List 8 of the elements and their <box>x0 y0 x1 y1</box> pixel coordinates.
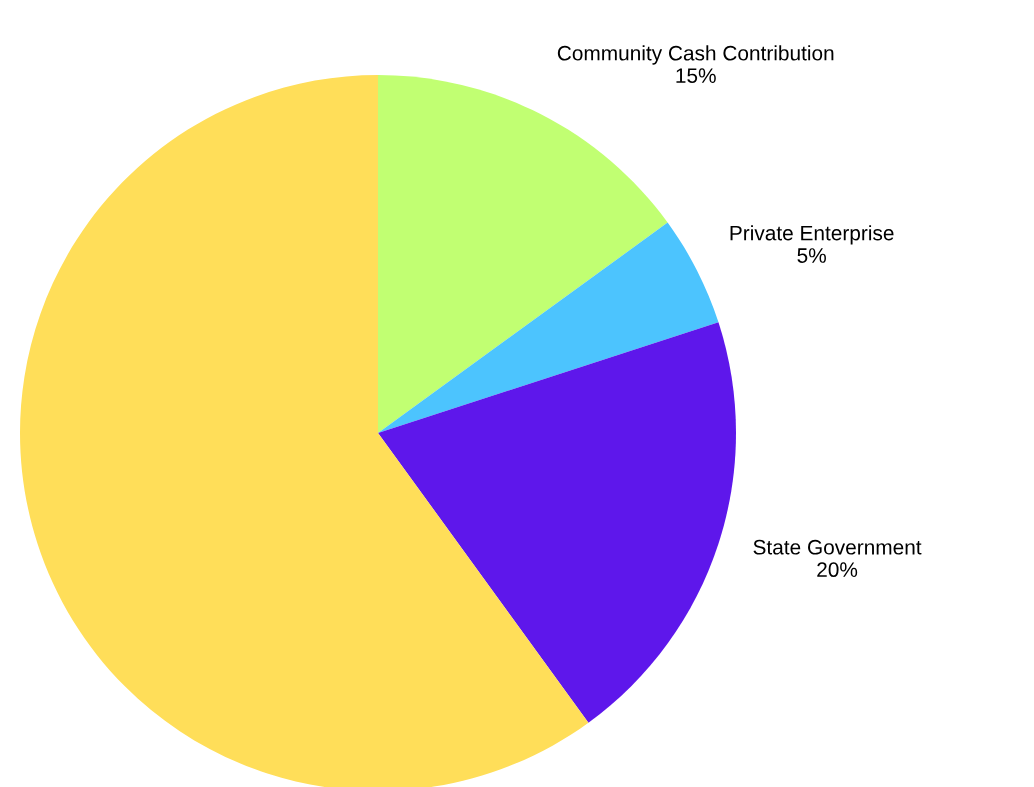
data-label: 20% <box>817 562 858 578</box>
pie-slice <box>378 222 719 433</box>
pie-slice <box>378 75 668 433</box>
data-label: 5% <box>797 248 826 263</box>
slice-label: Private Enterprise <box>730 225 894 245</box>
data-label: 15% <box>676 68 716 83</box>
slice-label: State Government <box>753 539 922 555</box>
slice-label: Community Cash Contribution <box>557 45 834 65</box>
